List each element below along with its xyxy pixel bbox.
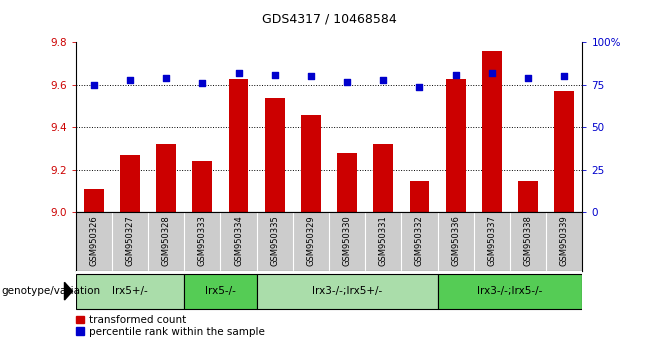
Text: GSM950326: GSM950326 [89, 215, 98, 266]
Bar [337, 153, 357, 212]
Bar [257, 274, 438, 309]
Text: GSM950336: GSM950336 [451, 215, 460, 266]
Text: lrx3-/-;lrx5+/-: lrx3-/-;lrx5+/- [312, 286, 382, 296]
Text: GSM950335: GSM950335 [270, 215, 279, 266]
Text: GDS4317 / 10468584: GDS4317 / 10468584 [262, 12, 396, 25]
Bar [228, 79, 249, 212]
Text: GSM950330: GSM950330 [343, 215, 351, 266]
Point [559, 74, 570, 79]
Point [450, 72, 461, 78]
Point [197, 80, 207, 86]
Bar [482, 51, 502, 212]
Bar [554, 91, 574, 212]
Point [415, 84, 425, 90]
Text: GSM950333: GSM950333 [198, 215, 207, 266]
Point [124, 77, 136, 83]
Point [486, 70, 497, 76]
Bar [84, 189, 104, 212]
Bar [192, 161, 213, 212]
Point [378, 77, 388, 83]
Bar [120, 155, 140, 212]
Bar [438, 274, 582, 309]
Point [522, 75, 533, 81]
Bar [518, 181, 538, 212]
Text: genotype/variation: genotype/variation [1, 286, 101, 296]
Point [233, 70, 243, 76]
Bar [373, 144, 393, 212]
Text: GSM950329: GSM950329 [307, 215, 315, 266]
Text: GSM950334: GSM950334 [234, 215, 243, 266]
Text: lrx3-/-;lrx5-/-: lrx3-/-;lrx5-/- [477, 286, 543, 296]
Bar [445, 79, 466, 212]
Polygon shape [64, 282, 72, 300]
Bar [76, 274, 184, 309]
Bar [184, 274, 257, 309]
Text: GSM950337: GSM950337 [488, 215, 496, 266]
Point [305, 74, 316, 79]
Text: GSM950328: GSM950328 [162, 215, 170, 266]
Bar [156, 144, 176, 212]
Legend: transformed count, percentile rank within the sample: transformed count, percentile rank withi… [76, 315, 265, 337]
Text: lrx5-/-: lrx5-/- [205, 286, 236, 296]
Point [161, 75, 171, 81]
Bar [265, 98, 285, 212]
Point [88, 82, 99, 88]
Text: GSM950332: GSM950332 [415, 215, 424, 266]
Text: GSM950338: GSM950338 [524, 215, 532, 266]
Text: GSM950339: GSM950339 [560, 215, 569, 266]
Text: GSM950327: GSM950327 [126, 215, 134, 266]
Bar [301, 115, 321, 212]
Bar [409, 181, 430, 212]
Point [342, 79, 353, 84]
Point [270, 72, 280, 78]
Text: lrx5+/-: lrx5+/- [112, 286, 148, 296]
Text: GSM950331: GSM950331 [379, 215, 388, 266]
